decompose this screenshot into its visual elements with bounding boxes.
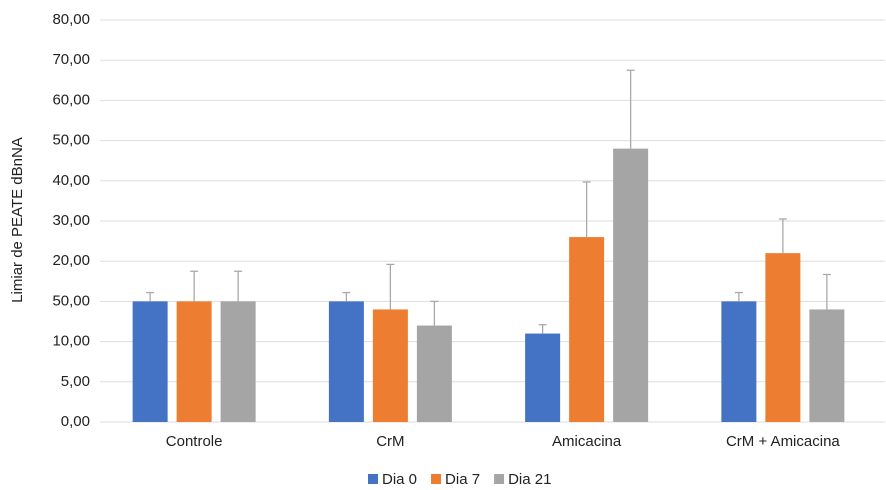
error-bar — [342, 291, 351, 302]
error-bar — [190, 270, 199, 302]
legend-label: Dia 0 — [382, 471, 417, 488]
legend-label: Dia 7 — [445, 471, 480, 488]
error-bar — [822, 273, 831, 310]
error-bar — [146, 291, 155, 302]
bar — [525, 333, 561, 422]
x-tick-label: CrM — [376, 433, 404, 450]
x-tick-label: Amicacina — [552, 433, 622, 450]
y-tick-label: 70,00 — [52, 51, 90, 68]
error-bar — [582, 181, 591, 238]
legend-swatch — [431, 474, 442, 484]
bar — [328, 301, 364, 422]
bar — [809, 309, 845, 422]
bar — [765, 253, 801, 422]
legend-swatch — [368, 474, 378, 484]
legend-label: Dia 21 — [508, 471, 551, 488]
error-bar — [430, 300, 439, 326]
x-tick-label: Controle — [166, 433, 223, 450]
bar — [220, 301, 256, 422]
y-tick-label: 20,00 — [52, 252, 90, 269]
error-bar — [626, 69, 635, 149]
y-axis-label: Limiar de PEATE dBnNA — [9, 137, 26, 303]
bar — [176, 301, 212, 422]
x-tick-label: CrM + Amicacina — [726, 433, 840, 450]
bar — [721, 301, 757, 422]
y-tick-label: 10,00 — [52, 333, 90, 350]
legend-swatch — [494, 474, 505, 484]
y-tick-label: 40,00 — [52, 172, 90, 189]
y-tick-label: 80,00 — [52, 11, 90, 28]
y-tick-label: 50,00 — [52, 132, 90, 149]
bar — [613, 148, 649, 422]
y-tick-label: 50,00 — [52, 292, 90, 309]
error-bar — [734, 291, 743, 302]
error-bar — [778, 218, 787, 254]
y-tick-label: 5,00 — [61, 373, 90, 390]
y-tick-label: 30,00 — [52, 212, 90, 229]
error-bar — [234, 270, 243, 302]
error-bar — [538, 324, 547, 334]
y-tick-label: 60,00 — [52, 91, 90, 108]
y-tick-label: 0,00 — [61, 413, 90, 430]
bar — [372, 309, 408, 422]
bar — [569, 237, 605, 422]
bar — [132, 301, 168, 422]
bar — [416, 325, 452, 422]
error-bar — [386, 263, 395, 310]
